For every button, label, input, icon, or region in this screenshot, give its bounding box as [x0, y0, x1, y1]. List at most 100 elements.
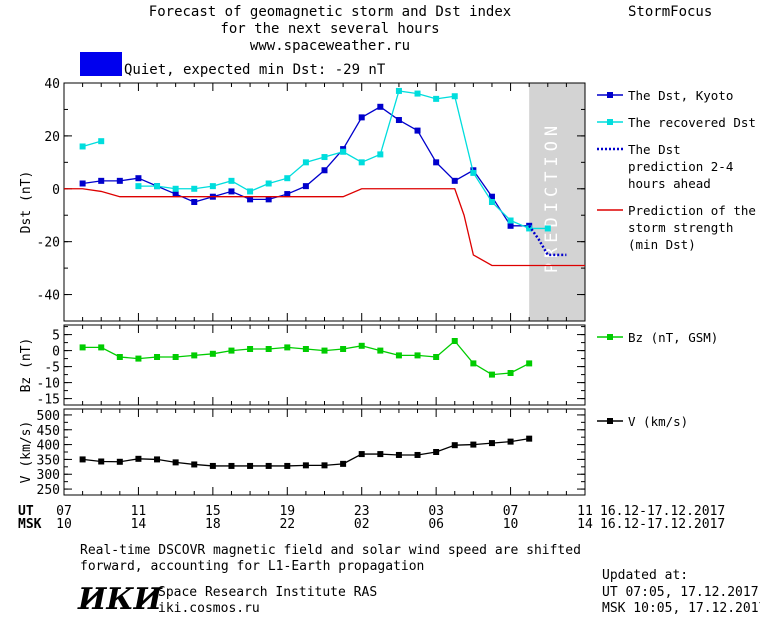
msk-tick-label: 06 — [428, 517, 444, 532]
series-1-0-point — [395, 352, 402, 359]
series-0-0-point — [116, 177, 123, 184]
series-1-0-point — [209, 350, 216, 357]
series-2-0-point — [470, 441, 477, 448]
msk-tick-label: 22 — [279, 517, 295, 532]
series-0-0-point — [433, 159, 440, 166]
series-1-0-point — [358, 342, 365, 349]
series-1-0-point — [302, 346, 309, 352]
series-2-0-point — [284, 462, 291, 469]
series-2-0-point — [172, 459, 179, 466]
msk-tick-label: 10 — [56, 517, 72, 532]
series-0-0-point — [358, 114, 365, 121]
series-0-1-point — [79, 143, 86, 150]
series-2-0-point — [488, 440, 495, 447]
msk-tick-label: 10 — [503, 517, 519, 532]
series-0-0-point — [191, 199, 198, 205]
legend-entry: The recovered Dst — [597, 115, 756, 130]
series-0-1b-point — [321, 154, 328, 161]
series-0-1b-point — [526, 225, 533, 232]
series-2-0-point — [154, 456, 161, 463]
series-1-0-point — [414, 352, 421, 359]
ut-axis-label: UT — [18, 504, 34, 519]
series-2-0-line — [82, 438, 530, 467]
legend-label: Prediction of the — [628, 203, 756, 218]
series-0-1b-point — [302, 159, 309, 166]
series-1-0-point — [470, 360, 477, 367]
series-0-0-point — [135, 175, 142, 182]
series-0-1b-point — [172, 185, 179, 192]
series-0-1b-point — [191, 185, 198, 192]
series-2-0-point — [135, 455, 142, 462]
series-0-1b-point — [358, 159, 365, 166]
panel-0: PREDICTION -40 -20 0 20 40 Dst (nT) — [19, 77, 586, 322]
series-0-0-point — [172, 191, 179, 198]
series-2-0-point — [79, 456, 86, 463]
ut-tick-label: 11 — [131, 504, 147, 519]
series-1-0-point — [135, 355, 142, 362]
series-0-0-point — [79, 180, 86, 187]
series-0-0-point — [228, 188, 235, 195]
series-0-1b-point — [377, 151, 384, 158]
legend-entry: The Dst, Kyoto — [597, 88, 733, 103]
series-1-0-point — [284, 344, 291, 351]
y-axis-label: Bz (nT) — [19, 338, 34, 393]
series-2-0-point — [395, 451, 402, 458]
series-0-0-point — [247, 196, 254, 203]
series-1-0-point — [191, 352, 198, 359]
series-0-1b-point — [228, 177, 235, 184]
y-tick-label: -15 — [37, 393, 60, 408]
legend-label: The Dst, Kyoto — [628, 88, 733, 103]
panel-frame — [63, 408, 586, 496]
legend-label: prediction 2-4 — [628, 159, 733, 174]
series-2-0-point — [191, 461, 198, 468]
legend-marker — [607, 92, 613, 98]
series-1-0-point — [116, 354, 123, 360]
institute-url[interactable]: iki.cosmos.ru — [158, 601, 260, 616]
series-0-1b-point — [395, 87, 402, 94]
updated-msk: MSK 10:05, 17.12.2017 — [602, 601, 760, 616]
footnote-line2: forward, accounting for L1-Earth propaga… — [80, 559, 425, 574]
msk-date-range: 16.12-17.12.2017 — [600, 517, 725, 532]
series-1-0-point — [377, 347, 384, 354]
series-1-0-point — [340, 346, 347, 352]
legend-marker — [607, 418, 613, 424]
prediction-band — [529, 83, 585, 321]
series-0-0-point — [265, 196, 272, 203]
legend-entry: Bz (nT, GSM) — [597, 330, 718, 345]
updated-label: Updated at: — [602, 568, 689, 583]
series-0-1-point — [98, 138, 105, 145]
series-0-1b-point — [507, 217, 514, 224]
source-url[interactable]: www.spaceweather.ru — [249, 38, 411, 54]
msk-tick-label: 14 — [577, 517, 593, 532]
series-2-0-point — [377, 451, 384, 458]
series-0-1b-point — [451, 93, 458, 100]
panel-frame — [63, 82, 586, 322]
series-0-1-line — [82, 140, 102, 148]
y-tick-label: 350 — [37, 453, 60, 468]
series-2-0-point — [209, 462, 216, 469]
series-0-1b-point — [340, 148, 347, 155]
chart-title-line2: for the next several hours — [220, 21, 440, 37]
legend-entry: V (km/s) — [597, 414, 688, 429]
series-0-1b-point — [247, 188, 254, 195]
series-0-1b-point — [544, 225, 551, 232]
series-2-0-point — [228, 462, 235, 469]
panel-1: -15-10-505 Bz (nT) — [19, 324, 586, 408]
msk-tick-label: 14 — [131, 517, 147, 532]
ut-tick-label: 07 — [503, 504, 519, 519]
series-2-0-point — [265, 462, 272, 469]
series-2-0-point — [358, 451, 365, 458]
ut-tick-label: 23 — [354, 504, 370, 519]
series-0-1b-line — [138, 90, 548, 230]
y-tick-label: 20 — [44, 130, 60, 145]
legend-label: storm strength — [628, 220, 733, 235]
series-0-1b-point — [135, 183, 142, 190]
msk-tick-label: 18 — [205, 517, 221, 532]
series-0-1b-point — [470, 169, 477, 176]
series-0-0-point — [488, 193, 495, 200]
legend-label: V (km/s) — [628, 414, 688, 429]
series-0-1b-point — [209, 183, 216, 190]
y-axis-label: V (km/s) — [19, 421, 34, 484]
